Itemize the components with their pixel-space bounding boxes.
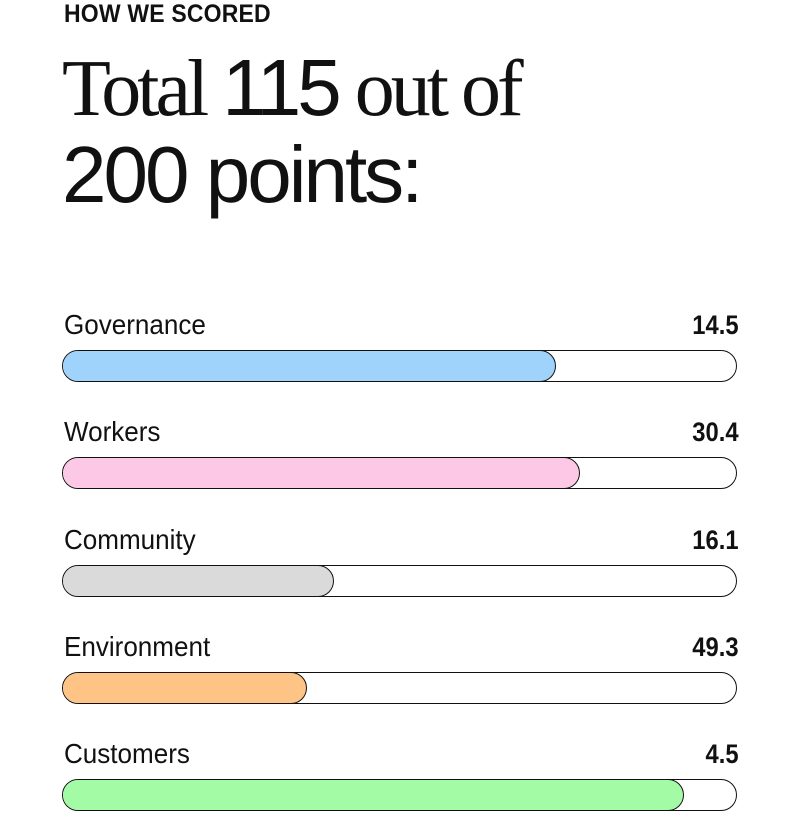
bar-fill — [63, 673, 307, 703]
headline: Total 115 out of 200 points: — [62, 43, 524, 219]
score-value: 4.5 — [705, 739, 739, 769]
headline-out-of: out of — [354, 45, 524, 133]
category-label: Community — [64, 524, 196, 555]
score-row-workers: Workers 30.4 — [62, 416, 739, 506]
score-value: 16.1 — [692, 525, 739, 555]
bar-track — [62, 565, 737, 597]
bar-fill — [63, 566, 334, 596]
bar-fill — [63, 458, 580, 488]
score-value: 49.3 — [692, 632, 739, 662]
section-eyebrow: HOW WE SCORED — [64, 0, 271, 28]
score-value: 30.4 — [692, 417, 739, 447]
bar-fill — [63, 780, 684, 810]
bar-track — [62, 457, 737, 489]
score-value: 14.5 — [692, 310, 739, 340]
headline-points: 200 points: — [62, 130, 423, 219]
score-row-customers: Customers 4.5 — [62, 738, 739, 828]
category-label: Environment — [64, 631, 211, 662]
score-row-governance: Governance 14.5 — [62, 309, 739, 399]
bar-track — [62, 350, 737, 382]
score-row-environment: Environment 49.3 — [62, 631, 739, 721]
bar-fill — [63, 351, 556, 381]
headline-total-value: 115 — [222, 43, 342, 132]
bar-track — [62, 779, 737, 811]
category-label: Governance — [64, 309, 206, 340]
bar-track — [62, 672, 737, 704]
category-label: Customers — [64, 738, 190, 769]
category-label: Workers — [64, 416, 161, 447]
score-row-community: Community 16.1 — [62, 524, 739, 614]
headline-total-word: Total — [62, 45, 209, 133]
